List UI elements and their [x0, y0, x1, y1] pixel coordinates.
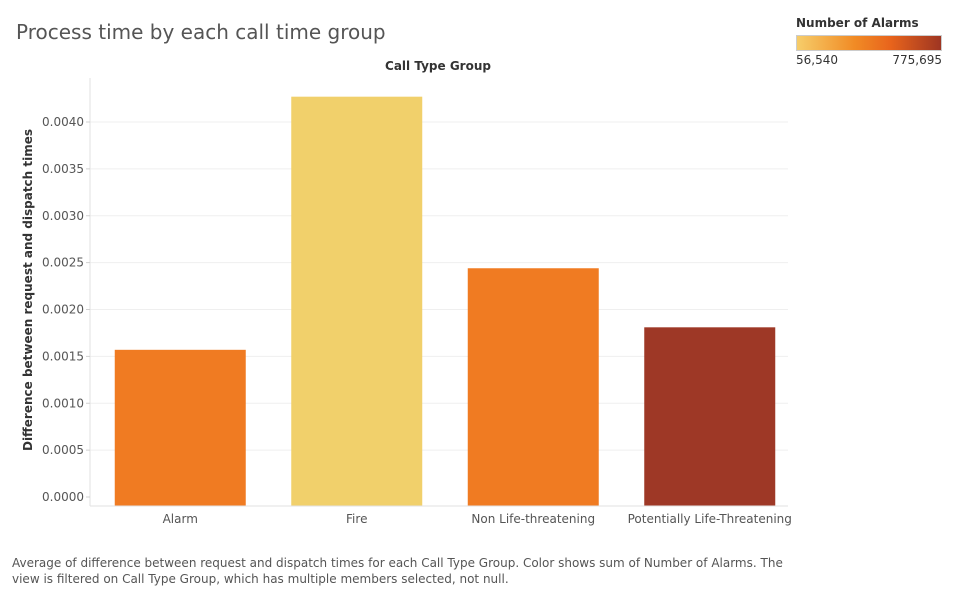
- x-tick-label: Fire: [346, 512, 367, 526]
- legend-min-label: 56,540: [796, 53, 838, 67]
- x-tick-label: Potentially Life-Threatening: [628, 512, 792, 526]
- x-axis: Alarm Fire Non Life-threatening Potentially…: [90, 505, 792, 526]
- legend-title: Number of Alarms: [796, 16, 919, 30]
- y-axis: 0.0000 0.0005 0.0010 0.0015 0.0020 0.0025 0.00…: [42, 78, 91, 506]
- y-tick-label: 0.0000: [42, 490, 84, 504]
- legend-labels: 56,540 775,695: [796, 53, 942, 67]
- legend-max-label: 775,695: [892, 53, 942, 67]
- y-tick-label: 0.0025: [42, 256, 84, 270]
- x-tick-label: Alarm: [163, 512, 198, 526]
- top-axis-label: Call Type Group: [385, 59, 491, 73]
- color-legend: Number of Alarms 56,540 775,695: [796, 16, 946, 67]
- bar-potentially-life-threatening: [644, 327, 776, 506]
- legend-gradient: [796, 35, 942, 51]
- y-tick-label: 0.0015: [42, 349, 84, 363]
- bar-non-life-threatening: [467, 268, 599, 506]
- y-tick-label: 0.0010: [42, 396, 84, 410]
- bar-alarm: [114, 349, 246, 506]
- bar-chart: 0.0000 0.0005 0.0010 0.0015 0.0020 0.0025 0.00…: [21, 59, 792, 526]
- y-axis-label: Difference between request and dispatch …: [21, 129, 35, 451]
- bar-fire: [291, 96, 423, 506]
- y-tick-label: 0.0005: [42, 443, 84, 457]
- page-title: Process time by each call time group: [16, 20, 386, 44]
- y-tick-label: 0.0030: [42, 209, 84, 223]
- y-tick-label: 0.0035: [42, 162, 84, 176]
- x-tick-label: Non Life-threatening: [471, 512, 595, 526]
- y-tick-label: 0.0040: [42, 115, 84, 129]
- chart-caption: Average of difference between request an…: [12, 556, 783, 586]
- bars: [114, 96, 776, 506]
- y-tick-label: 0.0020: [42, 303, 84, 317]
